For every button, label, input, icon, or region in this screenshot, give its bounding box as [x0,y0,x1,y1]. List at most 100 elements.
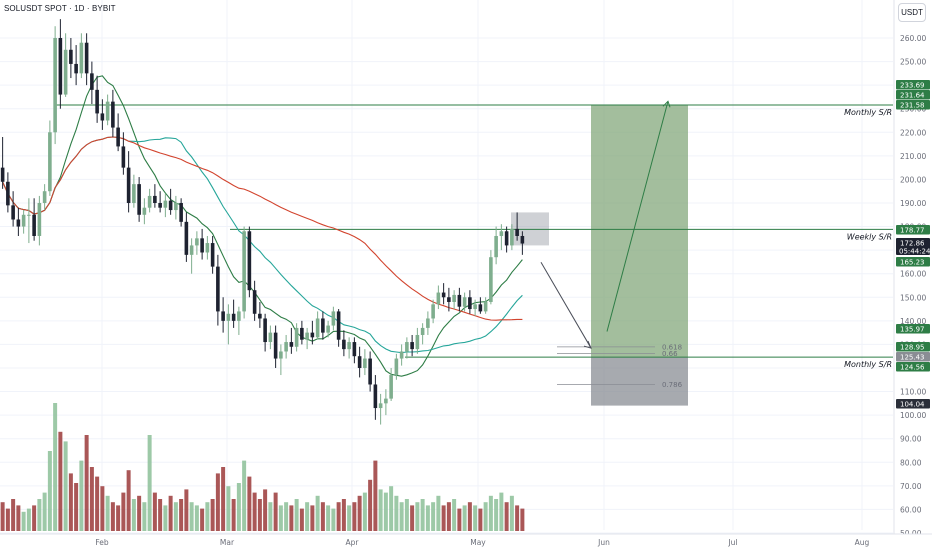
grid-lines [0,0,893,534]
candle-body [368,358,372,385]
volume-bar [58,431,63,531]
volume-bar [509,495,514,531]
candle-body [116,127,120,147]
time-axis-labels: Feb Mar Apr May Jun Jul Aug [95,538,869,547]
candle-body [132,184,136,203]
candle-body [515,228,519,236]
volume-bar [362,492,367,531]
price-tick-label: 160.00 [900,270,926,279]
volume-bar [336,502,341,531]
volume-bars [0,403,525,531]
price-tick-label: 210.00 [900,152,926,161]
candle-body [63,49,68,95]
volume-bar [289,505,294,531]
candle-body [504,231,509,246]
symbol-title[interactable]: SOLUSDT SPOT · 1D · BYBIT [4,4,116,13]
price-tag [896,100,930,110]
volume-bar [32,505,37,531]
candle-body [147,195,152,208]
sr-annotation-label: Monthly S/R [844,108,892,117]
candle-body [436,292,441,305]
candle-body [468,297,472,310]
volume-bar [37,499,42,531]
price-tag-label: 165.23 [900,259,925,267]
candle-body [168,200,173,211]
up-arrowhead [662,100,671,108]
candle-body [195,238,199,246]
candle-body [273,332,278,359]
volume-bar [215,473,220,531]
volume-bar [242,460,247,531]
price-tick-label: 80.00 [900,458,922,467]
month-label: May [470,538,486,547]
stop-zone [591,357,688,406]
price-tag-label: 124.56 [900,364,925,372]
volume-bar [415,502,420,531]
candle-body [216,266,220,312]
candle-body [0,167,5,182]
volume-bar [473,505,478,531]
price-tag [896,362,930,372]
volume-bar [210,499,215,531]
volume-bar [436,495,441,531]
volume-bar [84,435,89,531]
volume-bar [95,476,100,531]
price-tag-label: 104.04 [900,401,925,409]
countdown-label: 05:44:24 [899,248,931,256]
price-tag [896,399,930,409]
candle-body [478,304,483,312]
volume-bar [42,492,47,531]
price-tick-label: 220.00 [900,128,926,137]
ma-long-line [2,136,523,321]
sr-annotation-label: Monthly S/R [844,360,892,369]
price-tag-label: 128.95 [900,344,925,352]
candle-body [95,89,99,114]
candle-body [174,202,178,211]
month-label: Jul [727,538,737,547]
sr-annotation-label: Weekly S/R [847,232,892,241]
volume-bar [268,502,273,531]
volume-bar [126,470,131,531]
candle-body [137,184,141,215]
volume-bar [294,499,299,531]
volume-bar [431,502,436,531]
volume-bar [347,505,352,531]
volume-bar [89,467,94,531]
candle-body [342,339,346,350]
volume-bar [158,499,163,531]
volume-bar [16,505,21,531]
candle-body [378,403,383,409]
candle-body [79,42,84,74]
candle-body [457,294,462,307]
candle-body [373,384,378,409]
candle-body [426,318,430,328]
candle-body [284,342,288,352]
candle-body [200,238,204,253]
volume-bar [273,492,278,531]
candle-body [483,301,488,312]
volume-bar [5,508,10,531]
annotation-labels: Monthly S/R Weekly S/R Monthly S/R [844,108,892,369]
candle-body [221,311,225,321]
volume-bar [205,502,210,531]
candle-body [142,207,147,215]
volume-bar [263,489,268,531]
volume-bar [520,508,525,531]
volume-bar [236,483,241,531]
candle-body [163,200,168,208]
price-tick-label: 200.00 [900,175,926,184]
volume-bar [152,492,157,531]
candle-body [347,342,351,350]
candle-body [310,332,315,338]
volume-bar [0,502,5,531]
volume-bar [221,467,226,531]
volume-bar [494,499,499,531]
target-zone [591,104,688,358]
currency-button[interactable]: USDT [898,3,926,22]
candle-body [126,167,131,203]
candle-body [242,231,246,312]
candle-body [53,38,57,133]
candle-body [69,49,73,64]
